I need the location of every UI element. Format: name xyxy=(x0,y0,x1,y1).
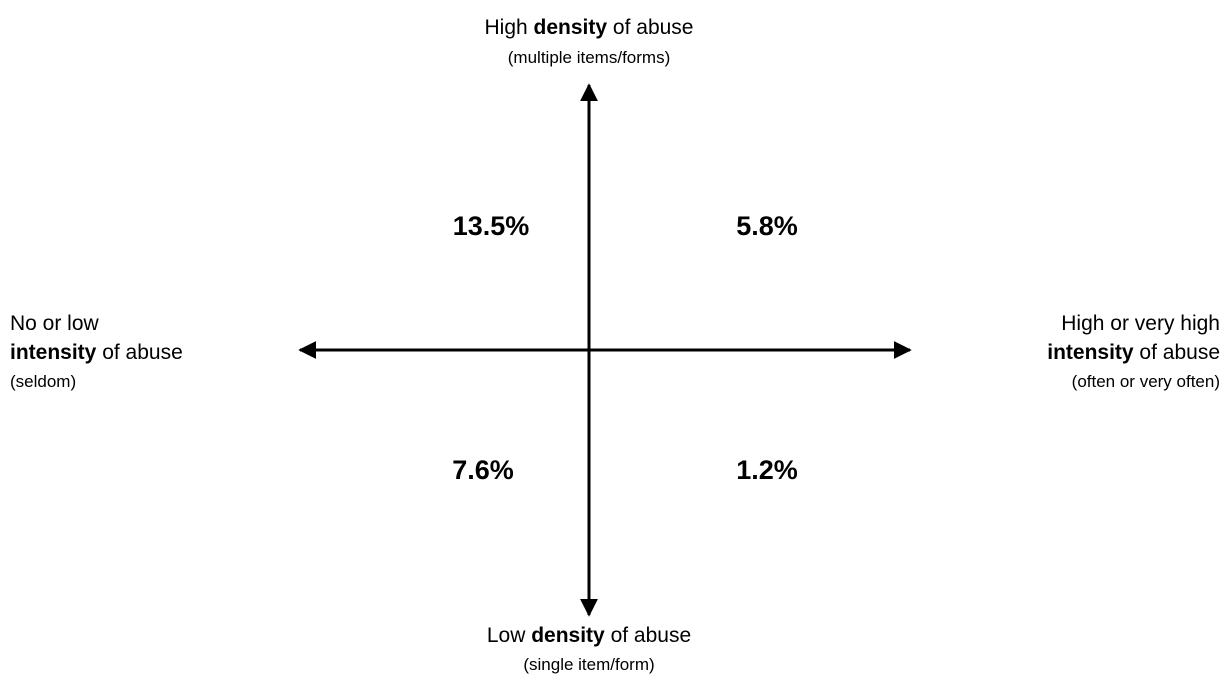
text: Low xyxy=(487,624,531,647)
text: intensity xyxy=(1047,341,1134,364)
right-label: intensity of abuse xyxy=(1047,341,1220,364)
quadrant-value: 13.5% xyxy=(453,211,530,241)
top-sublabel: (multiple items/forms) xyxy=(508,48,670,67)
text: of abuse xyxy=(607,16,693,39)
bottom-label: Low density of abuse xyxy=(487,624,691,647)
quadrant-value: 1.2% xyxy=(736,455,798,485)
text: of abuse xyxy=(96,341,182,364)
text: High xyxy=(485,16,534,39)
quadrant-value: 5.8% xyxy=(736,211,798,241)
text: intensity xyxy=(10,341,97,364)
top-label: High density of abuse xyxy=(485,16,694,39)
left-label: intensity of abuse xyxy=(10,341,183,364)
text: of abuse xyxy=(605,624,691,647)
text: density xyxy=(531,624,605,647)
text: density xyxy=(534,16,608,39)
right-label: High or very high xyxy=(1061,312,1220,335)
left-label: No or low xyxy=(10,312,100,335)
bottom-sublabel: (single item/form) xyxy=(523,655,654,674)
text: of abuse xyxy=(1134,341,1220,364)
quadrant-value: 7.6% xyxy=(452,455,514,485)
left-sublabel: (seldom) xyxy=(10,372,76,391)
right-sublabel: (often or very often) xyxy=(1072,372,1220,391)
